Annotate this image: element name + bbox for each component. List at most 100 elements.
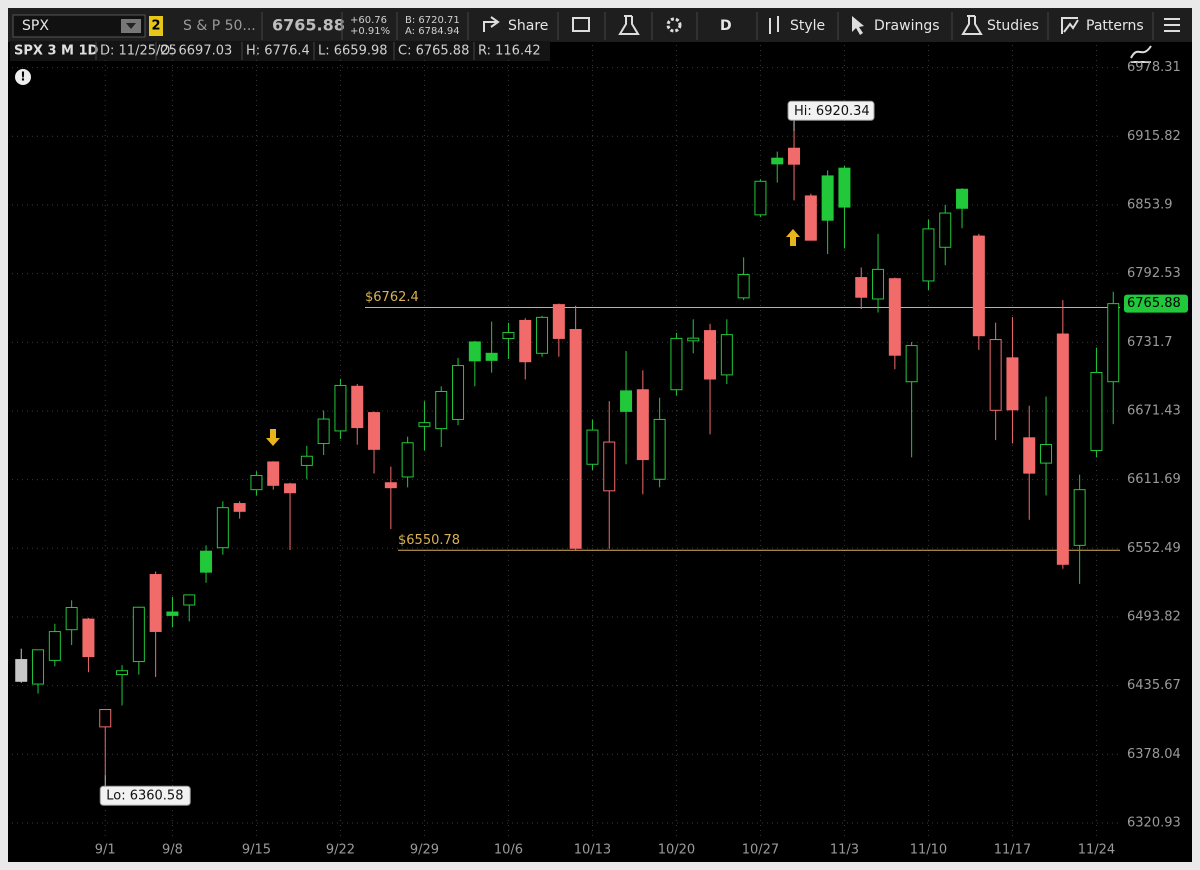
button-label[interactable]: Patterns — [1086, 18, 1144, 34]
x-tick-label: 11/24 — [1078, 843, 1115, 858]
symbol: SPX — [22, 18, 49, 34]
chart-title: SPX 3 M 1D — [14, 44, 99, 59]
alert-badge[interactable] — [15, 69, 31, 85]
studies-icon — [961, 15, 983, 35]
candle-body — [15, 659, 28, 682]
hi-callout — [787, 100, 875, 121]
candle-body — [788, 147, 801, 165]
alert-icon[interactable] — [572, 17, 590, 32]
candle-body — [922, 228, 935, 282]
info-field: D: 11/25/25 — [100, 44, 177, 59]
symbol-box[interactable] — [12, 14, 146, 38]
y-tick-label: 6611.69 — [1127, 472, 1181, 487]
candle-body — [99, 709, 112, 728]
info-field: O: 6697.03 — [160, 44, 232, 59]
link-group: 2 — [151, 19, 160, 34]
y-tick-label: 6320.93 — [1127, 815, 1181, 830]
candle-body — [670, 337, 683, 391]
menu-icon[interactable] — [1164, 18, 1180, 32]
app-frame — [8, 8, 1192, 862]
candle-body — [888, 278, 901, 356]
candle-body — [317, 418, 330, 445]
x-tick-label: 10/20 — [658, 843, 695, 858]
x-tick-label: 11/10 — [910, 843, 947, 858]
alert-icon-glyph: ! — [20, 70, 25, 84]
candle-body — [48, 631, 61, 661]
candle-body — [905, 345, 918, 383]
candle-body — [418, 422, 431, 427]
last-price-bubble — [1124, 294, 1188, 313]
x-tick-label: 9/8 — [162, 843, 183, 858]
candle-body — [1040, 444, 1053, 464]
candle-body — [233, 503, 246, 512]
x-tick-label: 9/29 — [410, 843, 439, 858]
candle-body — [1090, 371, 1103, 451]
button-label[interactable]: Studies — [987, 18, 1039, 34]
candle-body — [1023, 437, 1036, 474]
candle-body — [166, 611, 179, 616]
candle-body — [401, 442, 414, 478]
candle-body — [720, 334, 733, 376]
candle-body — [620, 390, 633, 412]
candle-body — [603, 441, 616, 492]
y-tick-label: 6978.31 — [1127, 60, 1181, 75]
lo-label: Lo: 6360.58 — [106, 789, 183, 804]
button-label[interactable]: D — [720, 18, 732, 34]
candle-body — [300, 455, 313, 466]
candle-body — [183, 594, 196, 606]
candle-body — [939, 212, 952, 248]
button-label[interactable]: Style — [790, 18, 825, 34]
x-tick-label: 11/3 — [830, 843, 859, 858]
candle-body — [1107, 303, 1120, 383]
price-line-label: $6762.4 — [365, 290, 419, 305]
hi-label: Hi: 6920.34 — [794, 104, 870, 119]
flask-icon[interactable] — [618, 15, 640, 35]
last-price: 6765.88 — [272, 16, 345, 35]
candle-body — [149, 574, 162, 632]
candle-body — [821, 175, 834, 221]
candle-body — [972, 235, 985, 337]
candle-body — [653, 418, 666, 480]
x-tick-label: 9/22 — [326, 843, 355, 858]
candle-body — [552, 304, 565, 339]
candle-body — [771, 157, 784, 165]
candle-body — [250, 474, 263, 491]
cursor-icon — [852, 16, 864, 35]
bid: B: 6720.71 — [405, 15, 460, 26]
expand-icon[interactable] — [1130, 45, 1152, 63]
candle-body — [1006, 357, 1019, 411]
candle-body — [872, 268, 885, 300]
candle-body — [116, 670, 129, 676]
toolbar — [8, 8, 1192, 42]
candle-body — [200, 550, 213, 573]
y-tick-label: 6853.9 — [1127, 197, 1173, 212]
candle-body — [687, 337, 700, 342]
candle-body — [284, 483, 297, 494]
button-label[interactable]: Drawings — [874, 18, 940, 34]
style-icon — [769, 16, 779, 34]
patterns-icon — [1061, 17, 1079, 34]
candle-body — [32, 649, 45, 685]
ask: A: 6784.94 — [405, 26, 460, 37]
candle-body — [1073, 489, 1086, 546]
dropdown-arrow — [126, 23, 136, 29]
info-bar — [10, 41, 550, 61]
info-field: C: 6765.88 — [398, 44, 469, 59]
candle-body — [485, 352, 498, 361]
candle-body — [334, 384, 347, 432]
x-tick-label: 11/17 — [994, 843, 1031, 858]
y-tick-label: 6378.04 — [1127, 747, 1181, 762]
settings-icon[interactable] — [666, 17, 682, 33]
link-badge[interactable] — [149, 16, 163, 36]
info-field: R: 116.42 — [478, 44, 541, 59]
x-tick-label: 9/1 — [95, 843, 116, 858]
y-tick-label: 6731.7 — [1127, 335, 1173, 350]
pct-change: +0.91% — [350, 26, 390, 37]
share-icon — [483, 16, 500, 32]
x-tick-label: 10/13 — [574, 843, 611, 858]
x-tick-label: 9/15 — [242, 843, 271, 858]
button-label[interactable]: Share — [508, 18, 548, 34]
candle-body — [855, 277, 868, 298]
pattern-arrow-down — [266, 429, 280, 446]
price-line-label: $6550.78 — [398, 533, 460, 548]
